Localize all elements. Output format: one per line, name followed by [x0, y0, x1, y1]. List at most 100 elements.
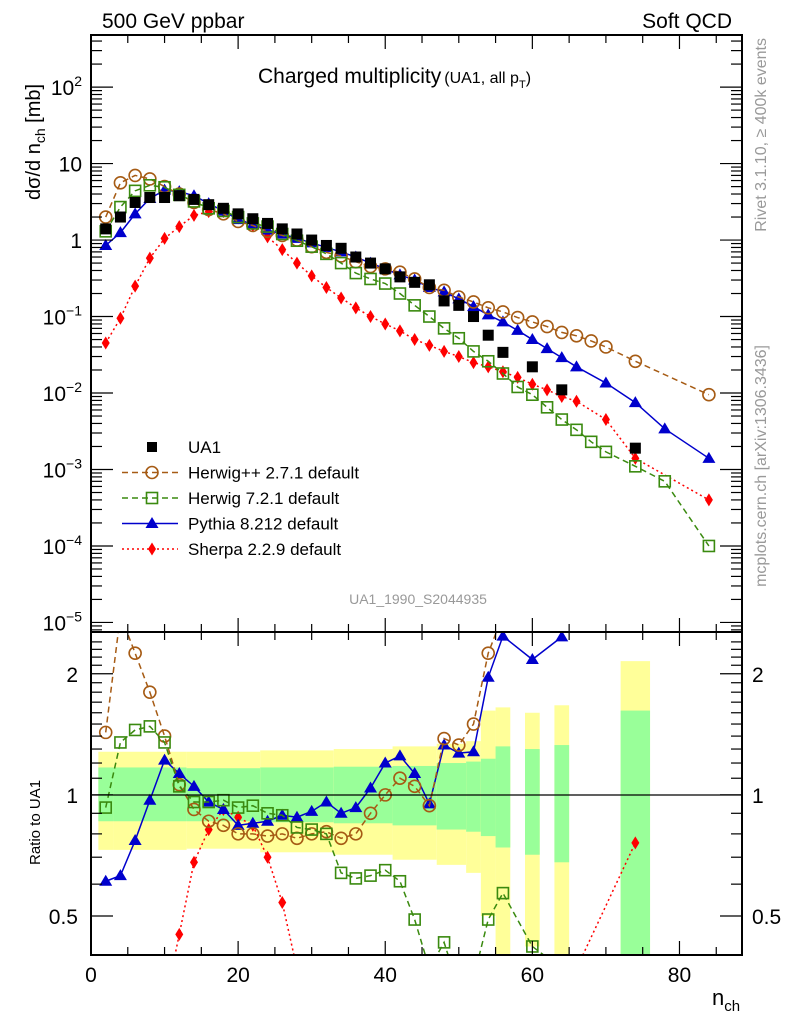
legend-marker [145, 465, 159, 480]
ratio-point [231, 827, 245, 841]
ratio-point [202, 795, 215, 809]
band-inner-7 [466, 761, 481, 832]
band-inner-12 [620, 710, 651, 955]
data-point [145, 251, 154, 265]
data-point [378, 277, 392, 290]
ratio-y-tick-label-right: 1 [752, 785, 764, 808]
axis-ticks [90, 35, 742, 956]
main-ylabel-text: dσ/d n [23, 143, 45, 200]
data-point [131, 279, 140, 293]
ratio-y-tick-label: 1 [66, 785, 78, 808]
ratio-point [246, 816, 260, 828]
legend-marker [145, 491, 159, 505]
data-point [381, 317, 390, 331]
ratio-point [246, 799, 260, 812]
ratio-point [158, 736, 171, 749]
ratio-point [481, 913, 495, 926]
data-point [467, 300, 481, 312]
legend-label: Herwig 7.2.1 default [188, 489, 339, 508]
data-point [143, 178, 157, 192]
ratio-point [261, 814, 275, 826]
data-point [276, 223, 288, 235]
header-right: Soft QCD [642, 10, 732, 33]
data-point [337, 291, 346, 305]
data-point [467, 345, 480, 358]
data-point [306, 234, 318, 246]
y-tick-label: 10−5 [43, 608, 83, 635]
data-point [513, 370, 522, 384]
y-tick-label: 10 [59, 154, 82, 177]
rivet-label: Rivet 3.1.10, ≥ 400k events [753, 38, 770, 232]
ratio-point [378, 863, 392, 877]
series-line [105, 174, 710, 396]
ratio-point [422, 798, 437, 813]
ratio-point [113, 869, 127, 881]
band-inner-10 [525, 749, 540, 855]
data-point [525, 333, 539, 345]
data-point [379, 263, 391, 275]
ratio-panel-frame [90, 631, 743, 956]
ratio-point [201, 814, 216, 829]
legend-item: Herwig 7.2.1 default [122, 489, 339, 508]
ratio-pythia-8-212-default [99, 632, 569, 886]
main-ylabel-sub: ch [32, 128, 48, 143]
data-point [335, 242, 347, 254]
data-point [351, 301, 360, 315]
ratio-point [275, 808, 289, 822]
ratio-point [187, 795, 201, 809]
data-point [569, 360, 583, 372]
ratio-y-tick-label: 2 [66, 664, 78, 687]
analysis-id: UA1_1990_S2044935 [349, 591, 487, 607]
ratio-point [158, 753, 172, 765]
legend-item: Pythia 8.212 default [122, 515, 339, 534]
ratio-point [556, 963, 567, 974]
legend-label: Sherpa 2.2.9 default [188, 540, 341, 559]
data-point [511, 323, 525, 335]
x-tick-label: 0 [85, 964, 97, 987]
ratio-point [437, 936, 451, 949]
ratio-point [128, 646, 142, 660]
data-point [555, 413, 569, 426]
y-tick-label: 10−4 [43, 532, 83, 559]
data-point [291, 228, 303, 240]
data-point [203, 199, 215, 211]
data-point [423, 310, 436, 323]
data-point [159, 192, 171, 204]
ratio-point [496, 886, 510, 900]
ratio-point [172, 780, 186, 793]
ratio-point [437, 731, 451, 746]
ratio-point [187, 779, 201, 791]
data-point [409, 276, 421, 288]
ratio-point [572, 962, 580, 975]
data-point [599, 340, 613, 354]
data-point [173, 190, 185, 202]
series-sherpa-2-2-9-default [101, 205, 713, 507]
series-line [105, 210, 710, 501]
legend-label: Pythia 8.212 default [188, 515, 339, 534]
data-point [702, 387, 716, 402]
xlabel: nch [712, 985, 740, 1015]
plot-title-main: Charged multiplicity [258, 65, 442, 88]
data-point [481, 354, 495, 368]
data-point [188, 193, 200, 205]
data-point [572, 394, 581, 408]
data-point [217, 202, 229, 214]
data-point [423, 279, 435, 291]
data-point [113, 226, 127, 238]
ratio-point [334, 866, 348, 880]
data-point [320, 239, 332, 251]
plot-title-sub: (UA1, all p [444, 70, 519, 87]
data-point [99, 238, 113, 250]
series-line [105, 184, 710, 547]
ratio-point [496, 632, 510, 641]
main-ylabel: dσ/d nch [mb] [23, 84, 48, 200]
ratio-point [216, 802, 230, 814]
data-point [556, 384, 568, 396]
data-point [511, 380, 524, 394]
data-point [629, 460, 642, 473]
data-point [702, 539, 716, 553]
legend-item: Sherpa 2.2.9 default [122, 540, 341, 559]
ratio-point [275, 827, 290, 841]
ratio-point [363, 806, 378, 821]
